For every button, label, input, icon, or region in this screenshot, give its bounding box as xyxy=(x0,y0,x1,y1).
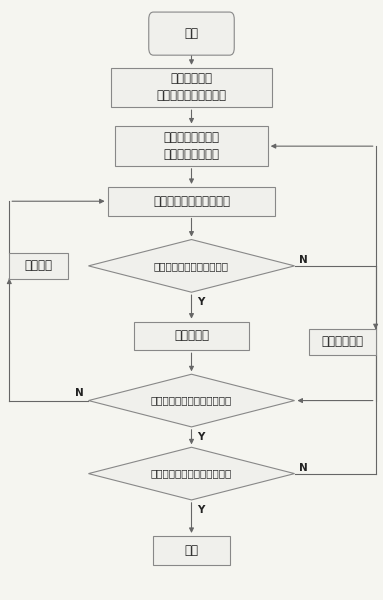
Text: N: N xyxy=(75,388,83,398)
Bar xyxy=(108,187,275,215)
Text: Y: Y xyxy=(197,431,205,442)
Text: 下一地址: 下一地址 xyxy=(25,259,53,272)
Text: 所有单元对应数据读取完毕？: 所有单元对应数据读取完毕？ xyxy=(151,469,232,479)
Text: 结束: 结束 xyxy=(185,544,198,557)
Polygon shape xyxy=(88,239,295,292)
Text: 选取帧存储器
初始化背光单元寄存器: 选取帧存储器 初始化背光单元寄存器 xyxy=(157,73,226,103)
Text: N: N xyxy=(299,463,308,473)
Polygon shape xyxy=(88,447,295,500)
Bar xyxy=(134,322,249,350)
FancyBboxPatch shape xyxy=(149,12,234,55)
Text: 根据当前背光单元
初始化地址寄存器: 根据当前背光单元 初始化地址寄存器 xyxy=(164,131,219,161)
Text: Y: Y xyxy=(197,297,205,307)
Polygon shape xyxy=(88,374,295,427)
Bar xyxy=(111,68,272,107)
Text: N: N xyxy=(299,255,308,265)
Bar xyxy=(309,329,376,355)
Text: 开始: 开始 xyxy=(185,27,198,40)
Bar xyxy=(115,127,268,166)
Bar xyxy=(153,536,230,565)
Text: 下一背光单元: 下一背光单元 xyxy=(321,335,363,349)
Text: 存储该数据: 存储该数据 xyxy=(174,329,209,343)
Text: Y: Y xyxy=(197,505,205,515)
Bar xyxy=(9,253,69,279)
Text: 从帧存储器读取对应数据: 从帧存储器读取对应数据 xyxy=(153,195,230,208)
Text: 当前单元对应数据读取完毕？: 当前单元对应数据读取完毕？ xyxy=(151,395,232,406)
Text: 该数据是否为当前最大値？: 该数据是否为当前最大値？ xyxy=(154,261,229,271)
